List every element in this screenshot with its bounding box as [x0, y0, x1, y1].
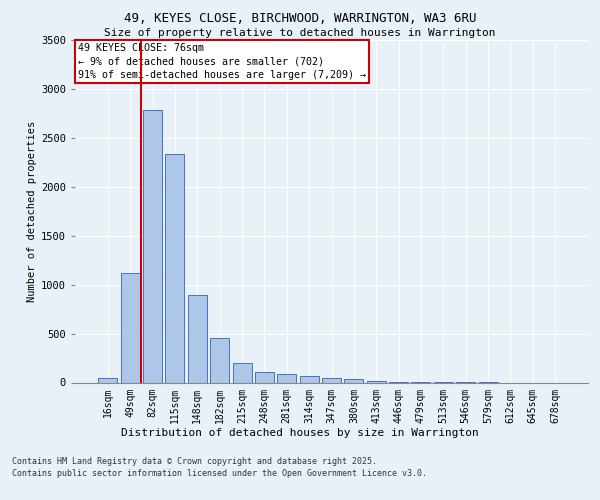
Bar	[344, 379, 364, 382]
Bar	[121, 273, 140, 382]
Bar	[143, 110, 162, 382]
Bar	[367, 381, 386, 382]
Text: 49, KEYES CLOSE, BIRCHWOOD, WARRINGTON, WA3 6RU: 49, KEYES CLOSE, BIRCHWOOD, WARRINGTON, …	[124, 12, 476, 26]
Bar	[188, 296, 207, 382]
Bar	[322, 378, 341, 382]
Bar	[255, 372, 274, 382]
Text: Size of property relative to detached houses in Warrington: Size of property relative to detached ho…	[104, 28, 496, 38]
Bar	[233, 363, 251, 382]
Text: Distribution of detached houses by size in Warrington: Distribution of detached houses by size …	[121, 428, 479, 438]
Text: Contains public sector information licensed under the Open Government Licence v3: Contains public sector information licen…	[12, 469, 427, 478]
Bar	[210, 338, 229, 382]
Text: 49 KEYES CLOSE: 76sqm
← 9% of detached houses are smaller (702)
91% of semi-deta: 49 KEYES CLOSE: 76sqm ← 9% of detached h…	[77, 44, 365, 80]
Bar	[299, 376, 319, 382]
Bar	[277, 374, 296, 382]
Bar	[166, 154, 184, 382]
Y-axis label: Number of detached properties: Number of detached properties	[27, 120, 37, 302]
Bar	[98, 378, 118, 382]
Text: Contains HM Land Registry data © Crown copyright and database right 2025.: Contains HM Land Registry data © Crown c…	[12, 458, 377, 466]
